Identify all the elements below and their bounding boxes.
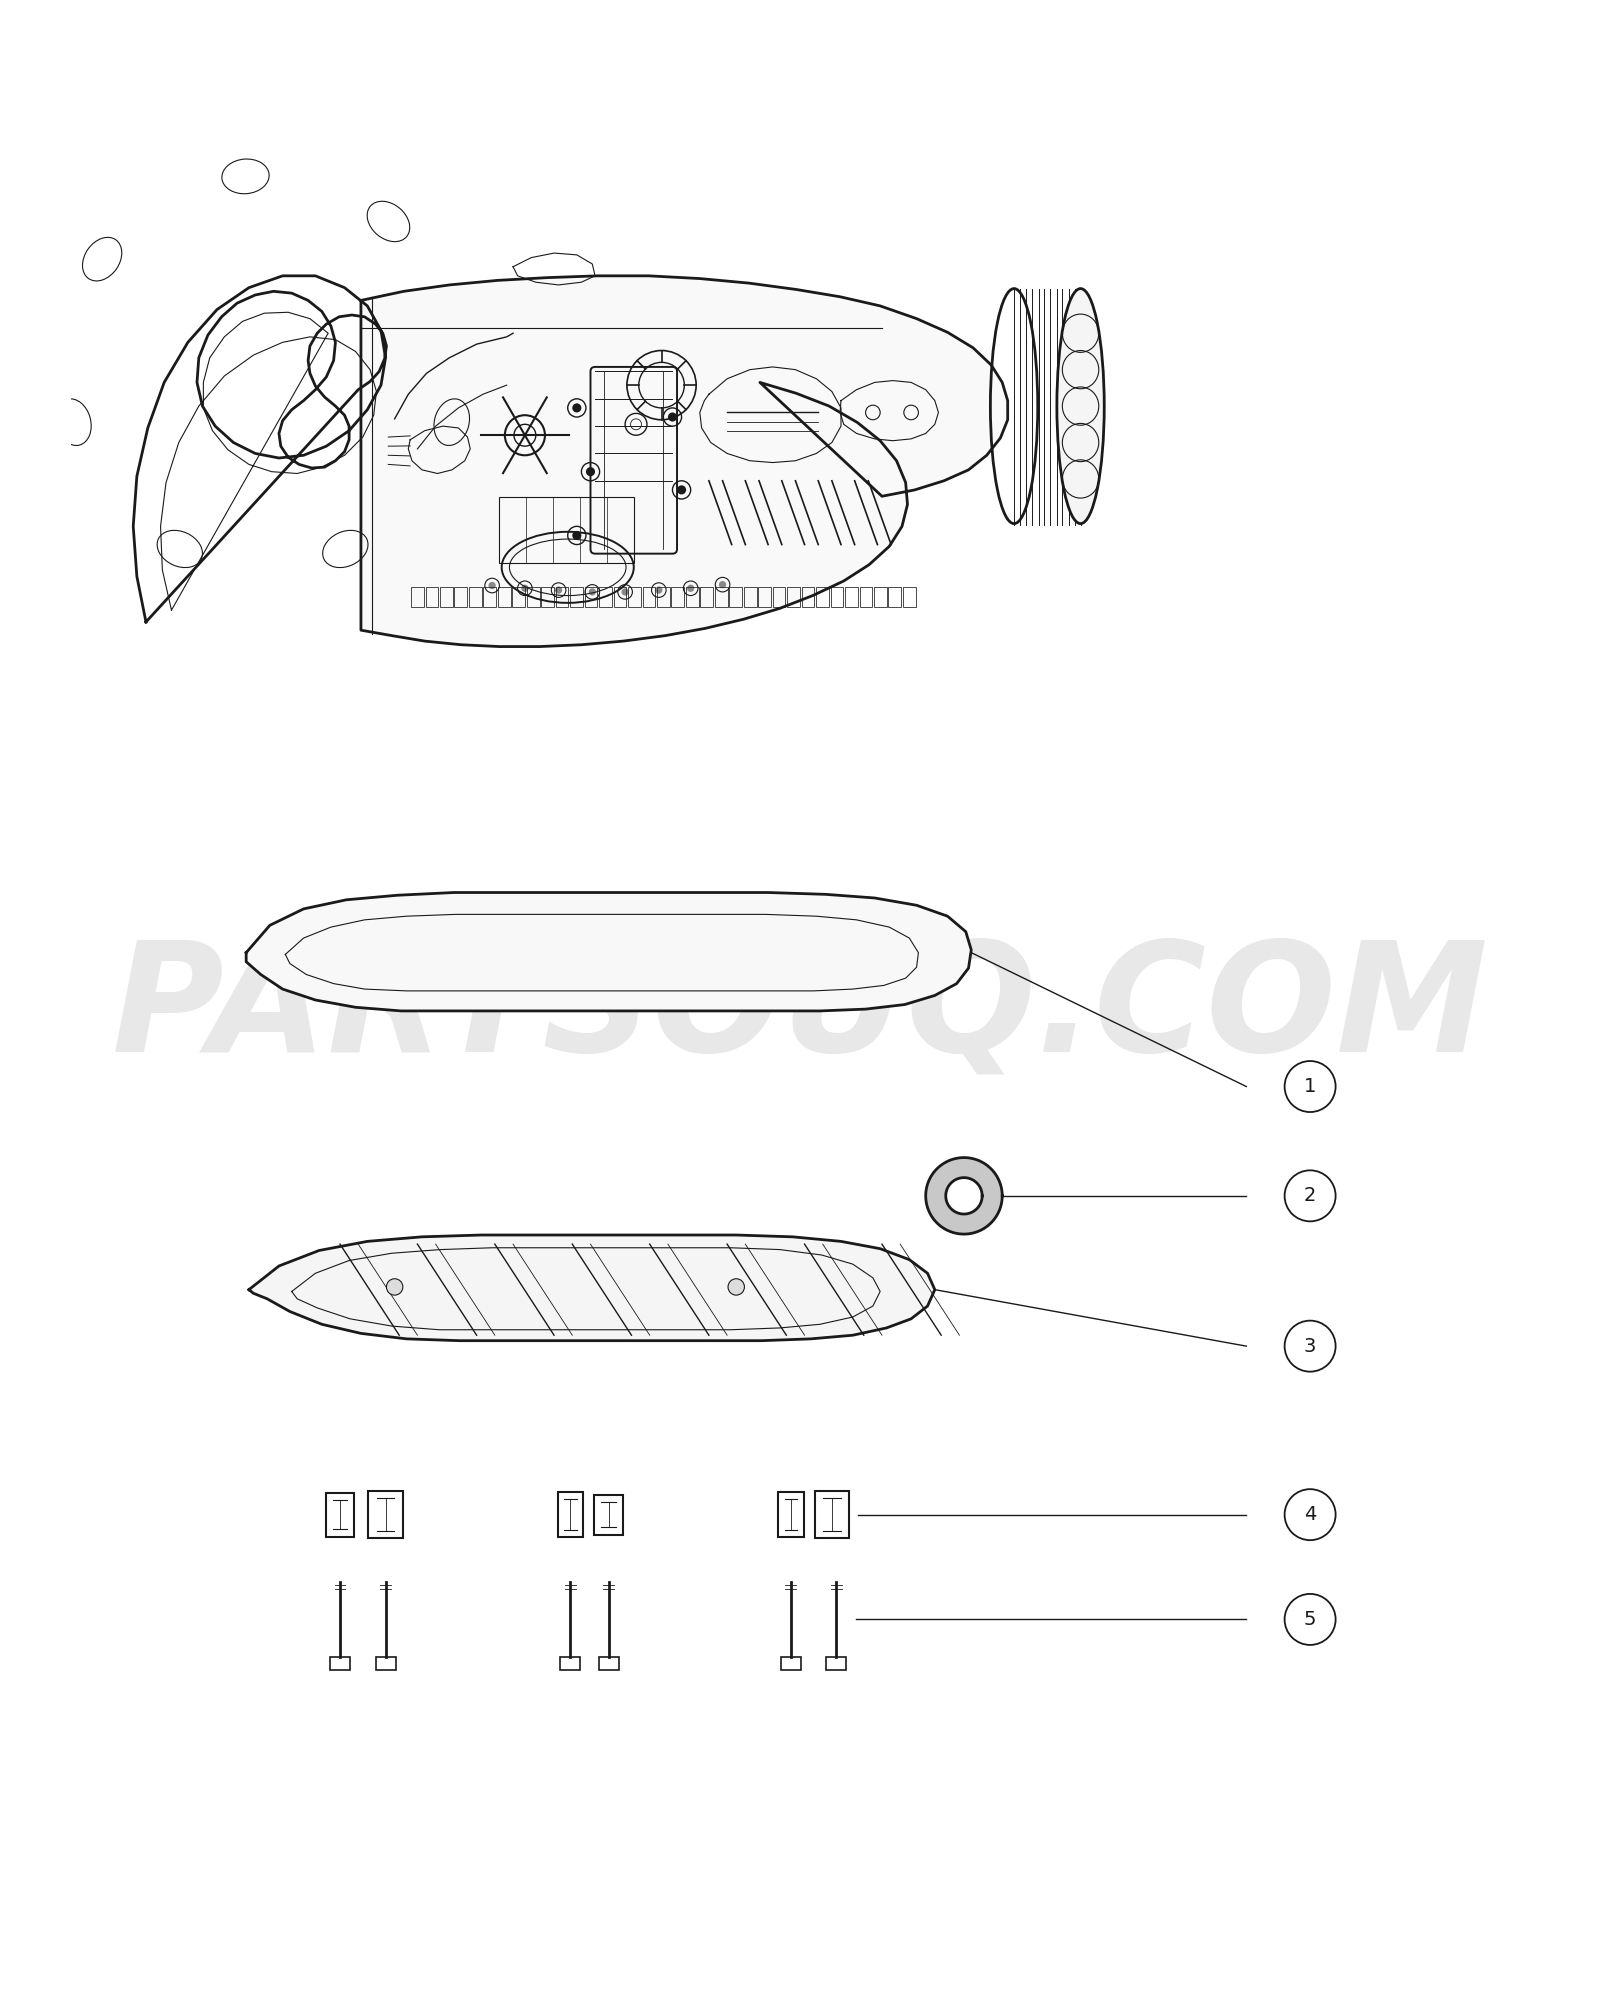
Bar	[594, 1494, 624, 1534]
Bar	[827, 1656, 846, 1670]
Text: 3: 3	[1304, 1336, 1317, 1356]
Bar	[330, 1656, 350, 1670]
Circle shape	[621, 588, 629, 596]
Bar	[744, 588, 757, 608]
Bar	[758, 588, 771, 608]
Bar	[598, 588, 611, 608]
Bar	[874, 588, 886, 608]
Bar	[376, 1656, 395, 1670]
Bar	[787, 588, 800, 608]
Circle shape	[654, 586, 662, 594]
Bar	[440, 588, 453, 608]
Bar	[816, 588, 829, 608]
Polygon shape	[362, 276, 1008, 646]
Bar	[629, 588, 642, 608]
Bar	[888, 588, 901, 608]
Text: 5: 5	[1304, 1610, 1317, 1628]
Text: 4: 4	[1304, 1506, 1317, 1524]
Circle shape	[586, 468, 595, 476]
Bar	[845, 588, 858, 608]
Bar	[555, 588, 568, 608]
Bar	[570, 588, 582, 608]
Bar	[512, 588, 525, 608]
Ellipse shape	[1058, 288, 1104, 524]
Circle shape	[718, 580, 726, 588]
Bar	[830, 588, 843, 608]
Text: 1: 1	[1304, 1078, 1317, 1096]
Circle shape	[573, 530, 581, 540]
Circle shape	[677, 486, 686, 494]
Bar	[541, 588, 554, 608]
Bar	[498, 588, 510, 608]
Text: PARTSOUQ.COM: PARTSOUQ.COM	[112, 934, 1488, 1084]
Circle shape	[573, 404, 581, 412]
Circle shape	[522, 584, 528, 592]
Bar	[701, 588, 714, 608]
Bar	[526, 588, 539, 608]
Bar	[730, 588, 742, 608]
Bar	[584, 588, 597, 608]
Polygon shape	[926, 1158, 1002, 1234]
Circle shape	[728, 1278, 744, 1296]
Bar	[426, 588, 438, 608]
Circle shape	[488, 582, 496, 590]
Circle shape	[686, 584, 694, 592]
Bar	[454, 588, 467, 608]
Text: 2: 2	[1304, 1186, 1317, 1206]
Bar	[778, 1492, 803, 1538]
Circle shape	[667, 412, 677, 422]
Bar	[902, 588, 915, 608]
Polygon shape	[246, 892, 971, 1010]
Bar	[469, 588, 482, 608]
Bar	[781, 1656, 802, 1670]
Bar	[368, 1490, 403, 1538]
Bar	[326, 1492, 354, 1536]
Bar	[558, 1492, 584, 1538]
Bar	[483, 588, 496, 608]
Bar	[643, 588, 656, 608]
Polygon shape	[946, 1178, 982, 1214]
Bar	[859, 588, 872, 608]
Bar	[560, 1656, 581, 1670]
Bar	[686, 588, 699, 608]
Bar	[613, 588, 626, 608]
Bar	[773, 588, 786, 608]
Bar	[802, 588, 814, 608]
Circle shape	[555, 586, 562, 594]
Bar	[598, 1656, 619, 1670]
Polygon shape	[250, 1236, 934, 1340]
Bar	[814, 1490, 850, 1538]
Bar	[715, 588, 728, 608]
Bar	[672, 588, 685, 608]
Bar	[411, 588, 424, 608]
Circle shape	[387, 1278, 403, 1296]
Bar	[658, 588, 670, 608]
Circle shape	[589, 588, 595, 596]
